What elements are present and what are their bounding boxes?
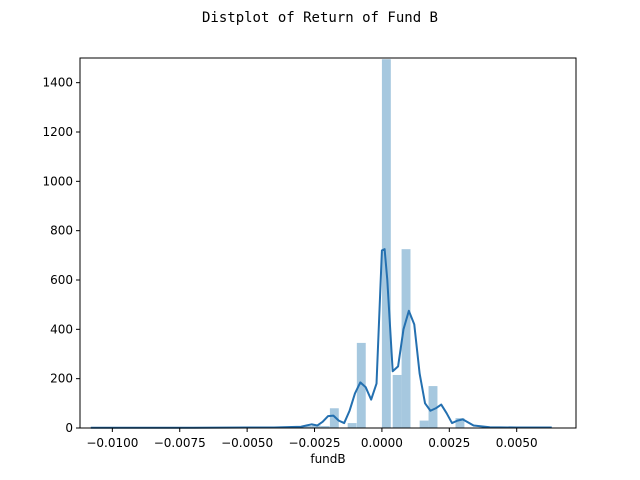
x-tick-label: −0.0100: [86, 436, 138, 450]
histogram-bar: [392, 374, 402, 428]
x-tick-label: −0.0025: [288, 436, 340, 450]
y-tick-label: 400: [50, 322, 73, 336]
plot-frame: [79, 57, 577, 429]
y-axis-ticks: 0 200 400 600 800 1000 1200 1400: [42, 76, 80, 435]
x-axis-label: fundB: [310, 452, 345, 466]
x-tick-label: −0.0050: [221, 436, 273, 450]
histogram-bars: [88, 59, 465, 428]
histogram-bar: [401, 249, 411, 428]
y-tick-label: 1200: [42, 125, 73, 139]
x-axis-ticks: −0.0100 −0.0075 −0.0050 −0.0025 0.0000 0.0025…: [86, 428, 538, 450]
y-tick-label: 800: [50, 224, 73, 238]
histogram-bar: [347, 423, 357, 428]
histogram-bar: [329, 408, 339, 428]
y-tick-label: 600: [50, 273, 73, 287]
histogram-bar: [428, 386, 438, 428]
histogram-bar: [311, 425, 321, 428]
kde-curve: [90, 248, 552, 429]
histogram-bar: [381, 59, 391, 428]
x-tick-label: 0.0025: [428, 436, 470, 450]
y-tick-label: 1400: [42, 76, 73, 90]
y-tick-label: 0: [65, 421, 73, 435]
y-tick-label: 200: [50, 372, 73, 386]
y-tick-label: 1000: [42, 174, 73, 188]
histogram-bar: [320, 426, 330, 428]
x-tick-label: 0.0050: [496, 436, 538, 450]
histogram-bar: [419, 420, 429, 428]
histogram-bar: [455, 418, 465, 428]
x-tick-label: −0.0075: [154, 436, 206, 450]
histogram-bar: [302, 426, 312, 428]
histogram-bar: [356, 342, 366, 428]
x-tick-label: 0.0000: [361, 436, 403, 450]
chart-title: Distplot of Return of Fund B: [202, 10, 438, 26]
